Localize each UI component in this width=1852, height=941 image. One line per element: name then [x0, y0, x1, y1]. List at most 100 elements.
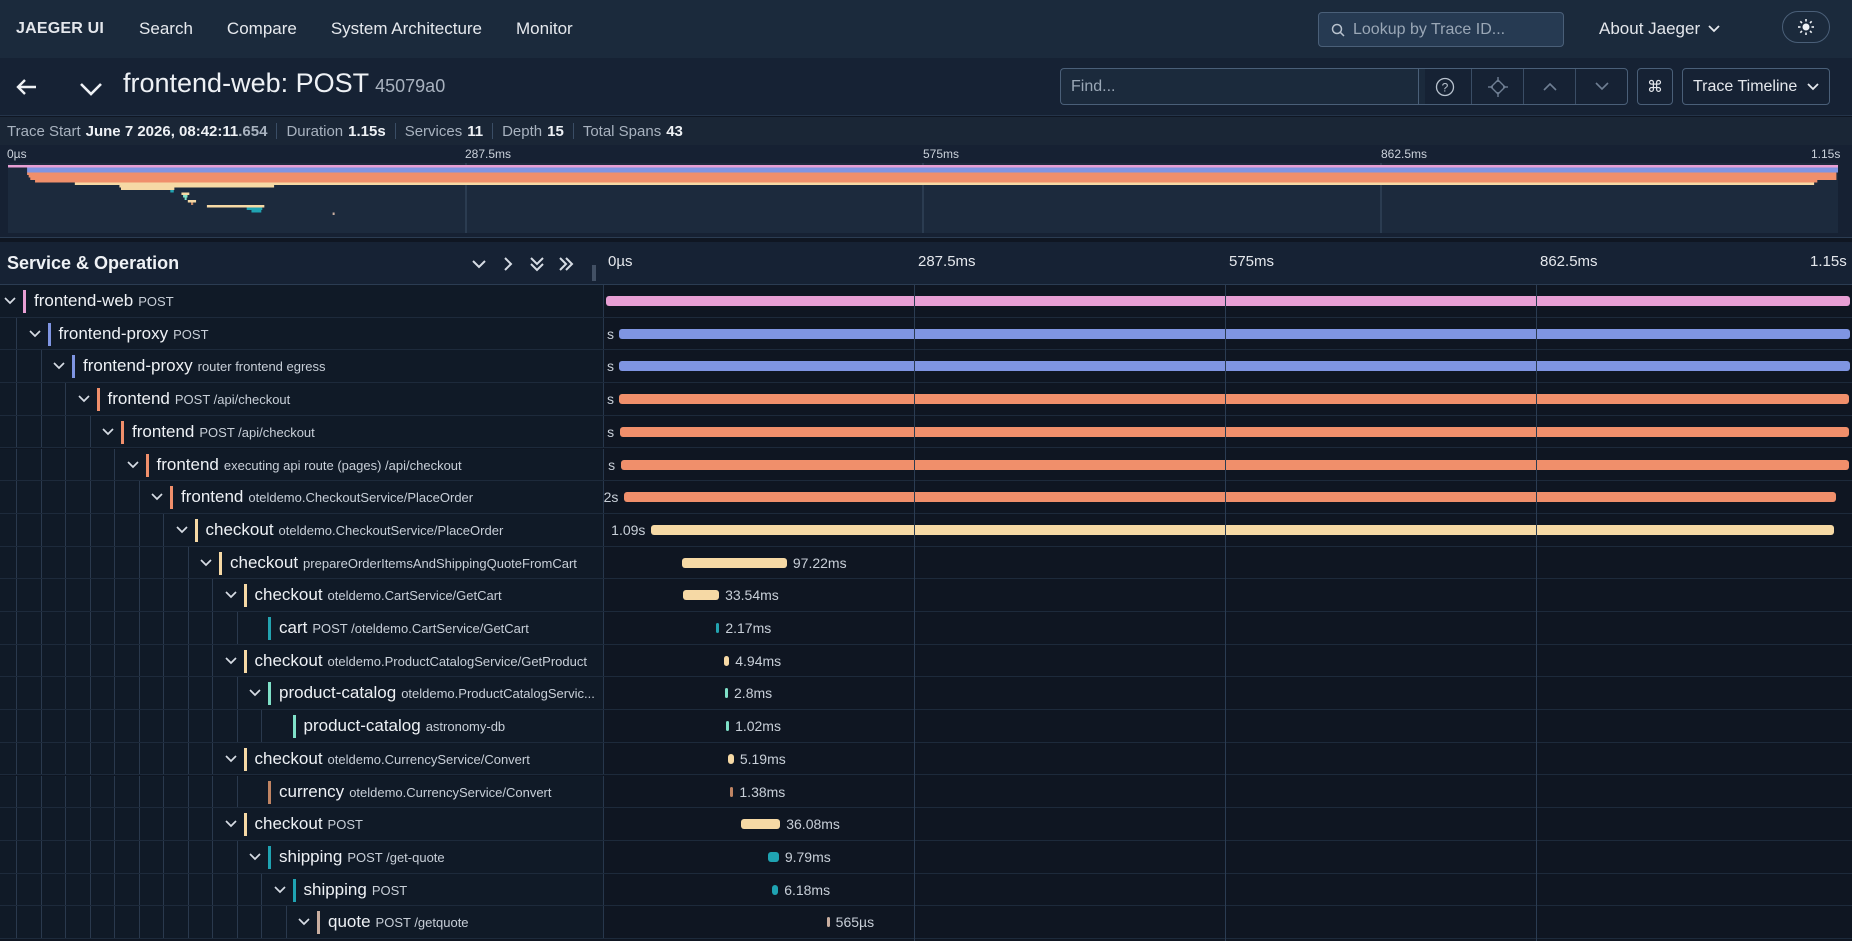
span-row[interactable]: checkout oteldemo.ProductCatalogService/G…	[0, 644, 1852, 678]
span-row[interactable]: checkout oteldemo.CheckoutService/PlaceOr…	[0, 513, 1852, 547]
chevron-down-icon[interactable]	[126, 459, 139, 471]
span-timeline-cell[interactable]: 1.09s	[603, 513, 1852, 546]
span-duration-bar[interactable]	[726, 721, 730, 732]
span-duration-bar[interactable]	[716, 623, 720, 633]
span-timeline-cell[interactable]: 36.08ms	[603, 808, 1852, 840]
chevron-down-icon[interactable]	[151, 491, 163, 503]
about-jaeger-menu[interactable]: About Jaeger	[1599, 19, 1720, 39]
chevron-down-icon[interactable]	[224, 589, 237, 601]
span-row[interactable]: quote POST /getquote 565µs	[0, 906, 1852, 939]
span-row[interactable]: product-catalog oteldemo.ProductCatalogSe…	[0, 677, 1852, 711]
span-row[interactable]: frontend executing api route (pages) /api…	[0, 448, 1852, 482]
span-timeline-cell[interactable]: 4.94ms	[603, 644, 1852, 677]
trace-minimap[interactable]: 0µs 287.5ms 575ms 862.5ms 1.15s	[0, 145, 1852, 238]
span-name-cell[interactable]: shipping POST	[0, 873, 603, 906]
span-name-cell[interactable]: frontend executing api route (pages) /api…	[0, 448, 603, 481]
span-name-cell[interactable]: checkout oteldemo.CheckoutService/PlaceOr…	[0, 513, 603, 546]
find-field[interactable]	[1060, 68, 1425, 105]
span-name-cell[interactable]: product-catalog oteldemo.ProductCatalogSe…	[0, 677, 603, 710]
span-timeline-cell[interactable]: 5.19ms	[603, 742, 1852, 775]
help-button[interactable]: ?	[1419, 69, 1471, 104]
keyboard-shortcuts-button[interactable]: ⌘	[1637, 68, 1673, 105]
span-name-cell[interactable]: frontend-web POST	[0, 285, 603, 317]
span-timeline-cell[interactable]: 6.18ms	[603, 873, 1852, 906]
chevron-down-icon[interactable]	[53, 360, 65, 372]
span-name-cell[interactable]: product-catalog astronomy-db	[0, 710, 603, 742]
span-duration-bar[interactable]	[681, 557, 787, 568]
span-duration-bar[interactable]	[618, 394, 1849, 405]
span-timeline-cell[interactable]: s	[603, 448, 1852, 481]
back-arrow-icon[interactable]	[14, 74, 40, 100]
expand-all-icon[interactable]	[556, 254, 576, 274]
chevron-down-icon[interactable]	[224, 753, 237, 765]
span-duration-bar[interactable]	[723, 655, 730, 666]
nav-system-architecture[interactable]: System Architecture	[330, 19, 483, 38]
span-row[interactable]: frontend-web POST	[0, 285, 1852, 318]
span-timeline-cell[interactable]: 565µs	[603, 906, 1852, 938]
span-timeline-cell[interactable]: 2.8ms	[603, 677, 1852, 710]
span-row[interactable]: checkout POST 36.08ms	[0, 808, 1852, 841]
theme-toggle-button[interactable]	[1782, 11, 1830, 43]
span-timeline-cell[interactable]: s	[603, 383, 1852, 415]
span-duration-bar[interactable]	[624, 492, 1836, 503]
span-timeline-cell[interactable]: 1.02ms	[603, 710, 1852, 742]
collapse-one-icon[interactable]	[469, 254, 489, 274]
span-timeline-cell[interactable]: s	[603, 317, 1852, 350]
span-timeline-cell[interactable]: 33.54ms	[603, 579, 1852, 611]
nav-compare[interactable]: Compare	[226, 19, 297, 38]
span-row[interactable]: cart POST /oteldemo.CartService/GetCart 2.…	[0, 612, 1852, 645]
span-timeline-cell[interactable]: 2s	[603, 481, 1852, 513]
brand-logo[interactable]: JAEGER UI	[16, 20, 105, 37]
chevron-down-icon[interactable]	[200, 557, 212, 569]
chevron-down-icon[interactable]	[298, 916, 310, 928]
span-name-cell[interactable]: frontend oteldemo.CheckoutService/PlaceOr…	[0, 481, 603, 513]
span-row[interactable]: frontend POST /api/checkout s	[0, 415, 1852, 449]
span-row[interactable]: frontend-proxy POST s	[0, 317, 1852, 351]
find-input[interactable]	[1071, 77, 1401, 96]
span-name-cell[interactable]: checkout oteldemo.ProductCatalogService/G…	[0, 644, 603, 677]
chevron-down-icon[interactable]	[273, 884, 286, 896]
collapse-chevron-icon[interactable]	[78, 76, 104, 102]
nav-search[interactable]: Search	[139, 19, 193, 38]
span-duration-bar[interactable]	[741, 819, 781, 830]
chevron-down-icon[interactable]	[249, 851, 261, 863]
span-duration-bar[interactable]	[620, 426, 1849, 437]
next-match-button[interactable]	[1575, 69, 1627, 104]
span-row[interactable]: frontend POST /api/checkout s	[0, 383, 1852, 416]
span-duration-bar[interactable]	[682, 590, 720, 601]
view-mode-select[interactable]: Trace Timeline	[1682, 68, 1830, 105]
span-timeline-cell[interactable]: s	[603, 415, 1852, 448]
span-row[interactable]: frontend oteldemo.CheckoutService/PlaceOr…	[0, 481, 1852, 514]
span-row[interactable]: currency oteldemo.CurrencyService/Convert…	[0, 775, 1852, 809]
span-name-cell[interactable]: checkout POST	[0, 808, 603, 840]
span-row[interactable]: shipping POST /get-quote 9.79ms	[0, 840, 1852, 874]
span-name-cell[interactable]: frontend POST /api/checkout	[0, 383, 603, 415]
span-duration-bar[interactable]	[606, 296, 1850, 306]
span-timeline-cell[interactable]	[603, 285, 1852, 317]
chevron-down-icon[interactable]	[175, 524, 188, 536]
expand-one-icon[interactable]	[498, 254, 518, 274]
span-timeline-cell[interactable]: 9.79ms	[603, 840, 1852, 873]
chevron-down-icon[interactable]	[77, 393, 90, 405]
chevron-down-icon[interactable]	[224, 818, 237, 830]
span-name-cell[interactable]: shipping POST /get-quote	[0, 840, 603, 873]
span-name-cell[interactable]: checkout prepareOrderItemsAndShippingQuot…	[0, 546, 603, 579]
span-duration-bar[interactable]	[621, 459, 1849, 470]
span-duration-bar[interactable]	[724, 688, 728, 699]
chevron-down-icon[interactable]	[102, 426, 114, 438]
span-name-cell[interactable]: frontend-proxy router frontend egress	[0, 350, 603, 383]
span-name-cell[interactable]: currency oteldemo.CurrencyService/Convert	[0, 775, 603, 808]
span-row[interactable]: product-catalog astronomy-db 1.02ms	[0, 710, 1852, 743]
span-row[interactable]: checkout oteldemo.CartService/GetCart 33.5…	[0, 579, 1852, 612]
chevron-down-icon[interactable]	[4, 295, 16, 307]
focus-button[interactable]	[1471, 69, 1523, 104]
chevron-down-icon[interactable]	[28, 328, 41, 340]
span-duration-bar[interactable]	[768, 851, 779, 862]
span-name-cell[interactable]: frontend-proxy POST	[0, 317, 603, 350]
span-duration-bar[interactable]	[618, 328, 1850, 339]
span-duration-bar[interactable]	[618, 361, 1850, 372]
span-timeline-cell[interactable]: 1.38ms	[603, 775, 1852, 808]
span-timeline-cell[interactable]: 97.22ms	[603, 546, 1852, 579]
span-timeline-cell[interactable]: s	[603, 350, 1852, 383]
span-name-cell[interactable]: checkout oteldemo.CartService/GetCart	[0, 579, 603, 611]
